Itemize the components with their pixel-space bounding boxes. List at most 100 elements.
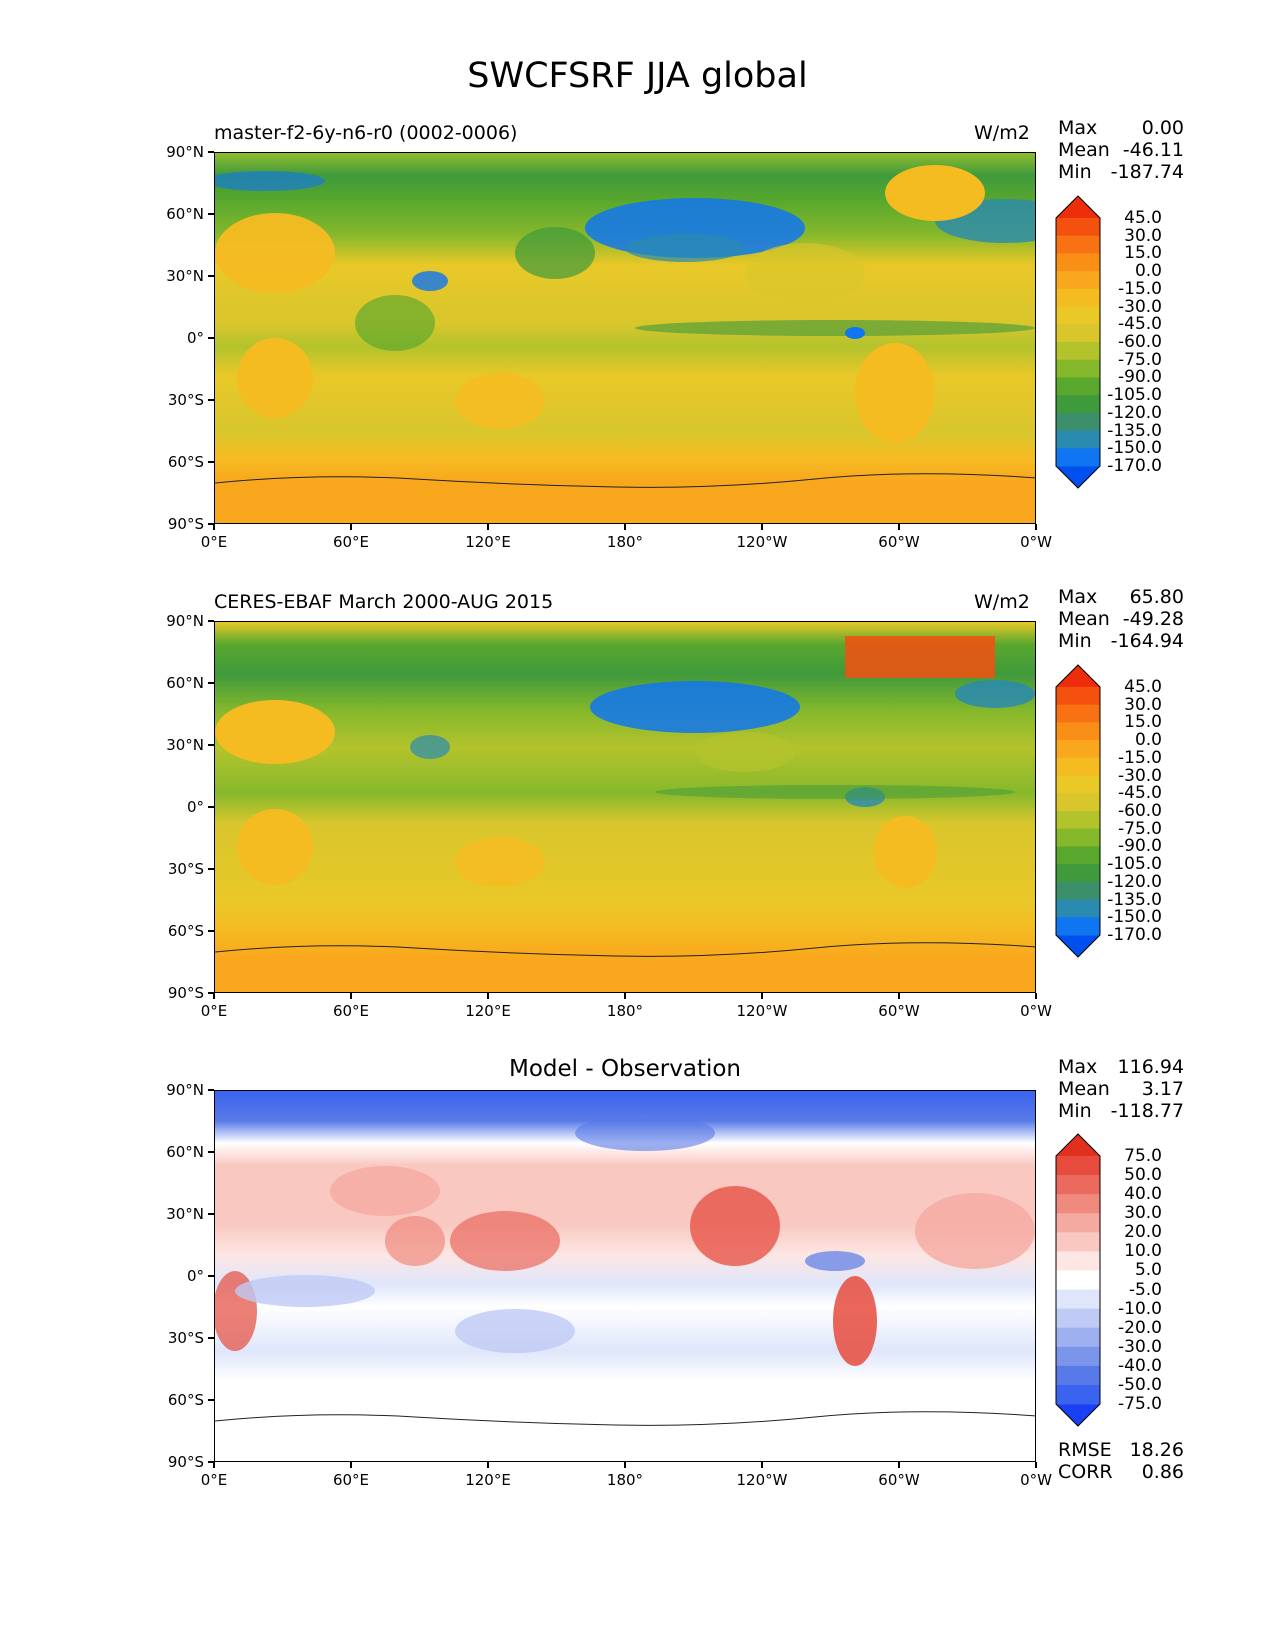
x-tick-mark xyxy=(624,993,626,999)
x-tick-mark xyxy=(213,1462,215,1468)
x-tick-label: 60°E xyxy=(332,1471,370,1489)
y-tick-label: 30°N xyxy=(166,267,204,285)
colorbar-label: 45.0 xyxy=(1124,677,1162,697)
colorbar-label: 15.0 xyxy=(1124,712,1162,733)
x-tick-mark xyxy=(898,1462,900,1468)
map-field xyxy=(215,153,1035,523)
stats-box: Max 116.94 Mean 3.17 Min -118.77 xyxy=(1058,1056,1184,1122)
y-tick-label: 0° xyxy=(186,329,204,347)
colorbar-svg xyxy=(1055,195,1101,489)
y-tick-mark xyxy=(208,1337,214,1339)
colorbar-segment xyxy=(1056,864,1100,883)
colorbar-label: -45.0 xyxy=(1118,314,1162,335)
y-tick-label: 30°N xyxy=(166,736,204,754)
colorbar xyxy=(1055,1133,1101,1427)
x-tick-label: 0°W xyxy=(1020,1471,1052,1489)
x-tick-mark xyxy=(898,524,900,530)
x-tick-mark xyxy=(1035,1462,1037,1468)
y-tick-mark xyxy=(208,213,214,215)
x-tick-label: 0°W xyxy=(1020,1002,1052,1020)
map-difference xyxy=(214,1090,1036,1462)
colorbar-outline xyxy=(1055,1133,1101,1427)
y-tick-mark xyxy=(208,806,214,808)
colorbar-label: -75.0 xyxy=(1118,818,1162,839)
x-tick-label: 120°E xyxy=(465,1471,511,1489)
colorbar-label: -60.0 xyxy=(1118,801,1162,821)
colorbar-label: -15.0 xyxy=(1118,747,1162,768)
colorbar-extend-min xyxy=(1056,466,1100,488)
x-tick-mark xyxy=(487,524,489,530)
colorbar-label: -150.0 xyxy=(1107,907,1162,928)
colorbar-segment xyxy=(1056,687,1100,706)
stat-value: 65.80 xyxy=(1129,586,1184,608)
stats-box: Max 0.00 Mean -46.11 Min -187.74 xyxy=(1058,117,1184,183)
colorbar-label: -105.0 xyxy=(1107,854,1162,875)
colorbar xyxy=(1055,195,1101,489)
colorbar-segment xyxy=(1056,1384,1100,1405)
y-tick-mark xyxy=(208,337,214,339)
panel-title: master-f2-6y-n6-r0 (0002-0006) xyxy=(214,122,518,144)
colorbar-segment xyxy=(1056,899,1100,918)
panel-title: Model - Observation xyxy=(508,1056,742,1082)
stat-value: 116.94 xyxy=(1117,1056,1184,1078)
stat-label: Max xyxy=(1058,117,1098,139)
stat-label: Mean xyxy=(1058,139,1110,161)
colorbar-label: 5.0 xyxy=(1134,1260,1162,1281)
stat-label: RMSE xyxy=(1058,1439,1112,1461)
colorbar-segment xyxy=(1056,722,1100,741)
colorbar-label: -90.0 xyxy=(1118,367,1162,388)
colorbar-label: -75.0 xyxy=(1118,349,1162,370)
colorbar-segment xyxy=(1056,846,1100,865)
colorbar-label: -170.0 xyxy=(1107,925,1162,945)
y-tick-label: 60°N xyxy=(166,205,204,223)
panel-title: CERES-EBAF March 2000-AUG 2015 xyxy=(214,591,554,613)
x-tick-label: 180° xyxy=(606,533,644,551)
colorbar-segment xyxy=(1056,1289,1100,1310)
colorbar-segment xyxy=(1056,1232,1100,1252)
y-tick-mark xyxy=(208,868,214,870)
x-tick-mark xyxy=(350,524,352,530)
colorbar-label: 0.0 xyxy=(1134,261,1162,282)
x-tick-label: 120°E xyxy=(465,1002,511,1020)
footer-stats-box: RMSE 18.26 CORR 0.86 xyxy=(1058,1439,1184,1483)
stat-value: -187.74 xyxy=(1110,161,1184,183)
stat-value: 0.00 xyxy=(1141,117,1184,139)
y-tick-mark xyxy=(208,523,214,525)
figure-title: SWCFSRF JJA global xyxy=(467,56,808,96)
stat-label: Min xyxy=(1058,1100,1092,1122)
y-tick-mark xyxy=(208,275,214,277)
y-tick-mark xyxy=(208,930,214,932)
y-tick-mark xyxy=(208,992,214,994)
colorbar-label: -45.0 xyxy=(1118,783,1162,804)
stats-box: Max 65.80 Mean -49.28 Min -164.94 xyxy=(1058,586,1184,652)
colorbar-segment xyxy=(1056,1365,1100,1386)
colorbar-label: 50.0 xyxy=(1124,1165,1162,1186)
x-tick-label: 120°W xyxy=(736,1002,788,1020)
colorbar-segment xyxy=(1056,395,1100,414)
colorbar-segment xyxy=(1056,1194,1100,1214)
y-tick-label: 90°S xyxy=(167,1453,204,1471)
y-tick-label: 0° xyxy=(186,1267,204,1285)
colorbar-label: -20.0 xyxy=(1118,1317,1162,1338)
y-tick-label: 30°N xyxy=(166,1205,204,1223)
colorbar-segment xyxy=(1056,828,1100,847)
y-tick-label: 30°S xyxy=(167,1329,204,1347)
stat-value: -49.28 xyxy=(1122,608,1184,630)
colorbar-label: -5.0 xyxy=(1128,1279,1162,1300)
x-tick-mark xyxy=(350,993,352,999)
colorbar-label: -40.0 xyxy=(1118,1355,1162,1376)
colorbar-segment xyxy=(1056,793,1100,812)
colorbar-segment xyxy=(1056,881,1100,901)
y-tick-label: 60°N xyxy=(166,674,204,692)
map-model xyxy=(214,152,1036,524)
colorbar-label: -135.0 xyxy=(1107,420,1162,441)
colorbar-label: 30.0 xyxy=(1124,1203,1162,1224)
stat-label: Max xyxy=(1058,1056,1098,1078)
colorbar-segment xyxy=(1056,342,1100,361)
x-tick-label: 60°E xyxy=(332,533,370,551)
y-tick-label: 90°N xyxy=(166,1081,204,1099)
x-tick-mark xyxy=(898,993,900,999)
x-tick-mark xyxy=(487,1462,489,1468)
y-tick-mark xyxy=(208,1213,214,1215)
x-tick-label: 120°E xyxy=(465,533,511,551)
